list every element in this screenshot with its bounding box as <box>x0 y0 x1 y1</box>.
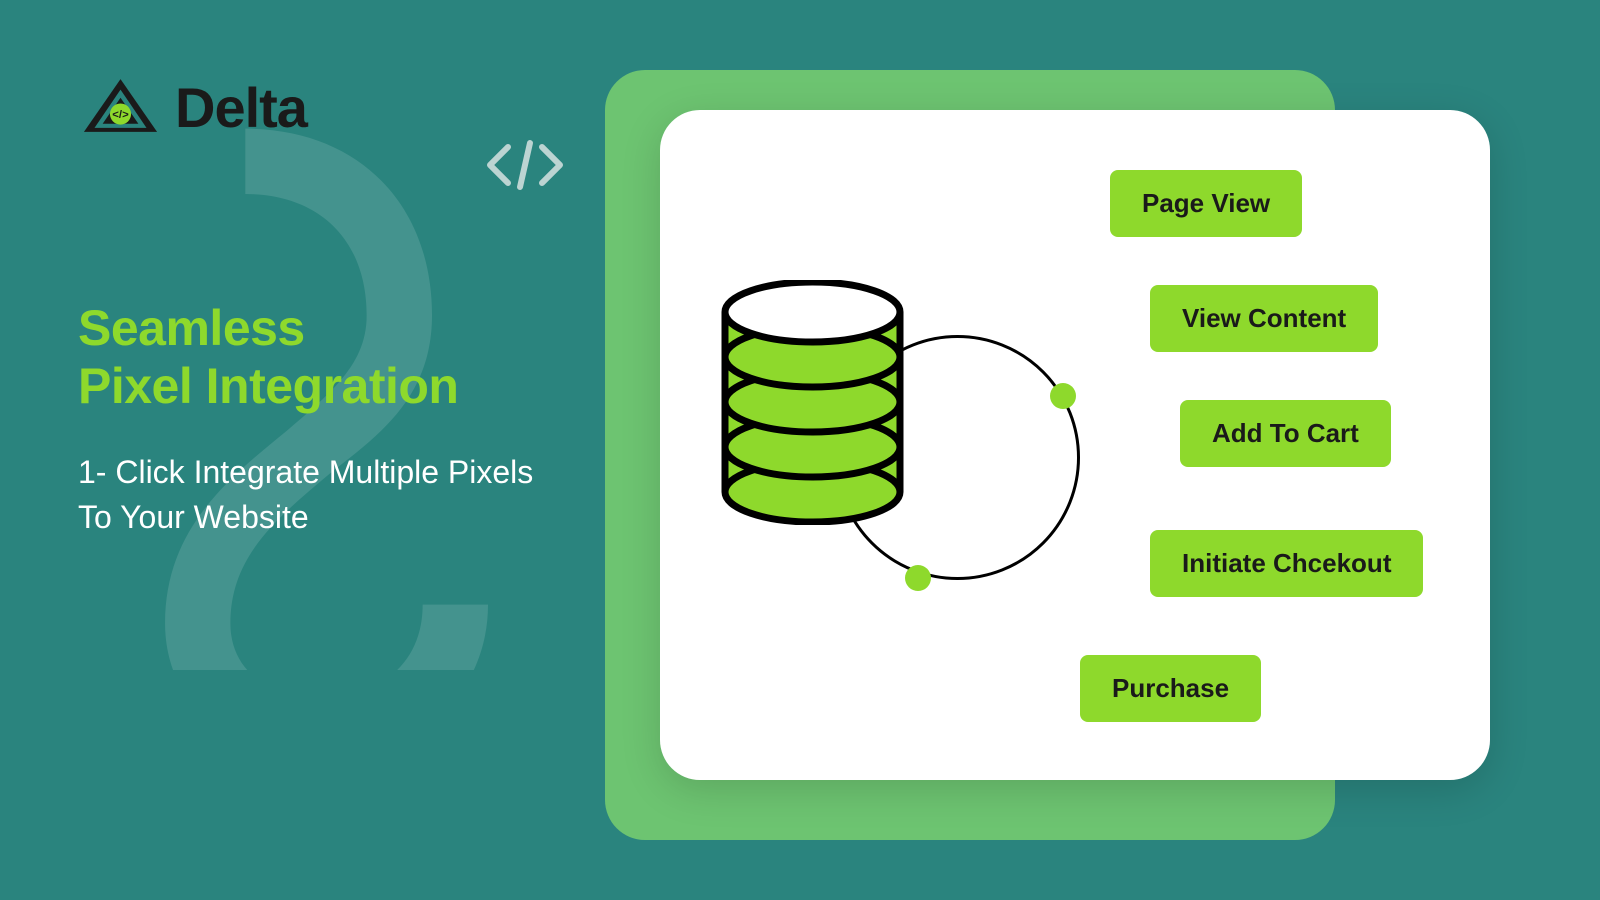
database-icon <box>715 280 910 525</box>
orbit-dot-icon <box>1050 383 1076 409</box>
event-badge: View Content <box>1150 285 1378 352</box>
svg-text:</>: </> <box>112 109 129 121</box>
event-badge: Purchase <box>1080 655 1261 722</box>
code-icon <box>480 135 570 195</box>
subheading-line-1: 1- Click Integrate Multiple Pixels <box>78 450 533 495</box>
orbit-dot-icon <box>905 565 931 591</box>
brand-logo: </> Delta <box>78 75 307 140</box>
event-badge: Initiate Chcekout <box>1150 530 1423 597</box>
card-panel: Page View View Content Add To Cart Initiate… <box>660 110 1490 780</box>
headline: Seamless Pixel Integration <box>78 300 458 415</box>
event-badge: Add To Cart <box>1180 400 1391 467</box>
event-badge: Page View <box>1110 170 1302 237</box>
headline-line-2: Pixel Integration <box>78 358 458 416</box>
headline-line-1: Seamless <box>78 300 458 358</box>
brand-name: Delta <box>175 75 307 140</box>
subheading: 1- Click Integrate Multiple Pixels To Yo… <box>78 450 533 540</box>
subheading-line-2: To Your Website <box>78 495 533 540</box>
delta-logo-icon: </> <box>78 75 163 140</box>
